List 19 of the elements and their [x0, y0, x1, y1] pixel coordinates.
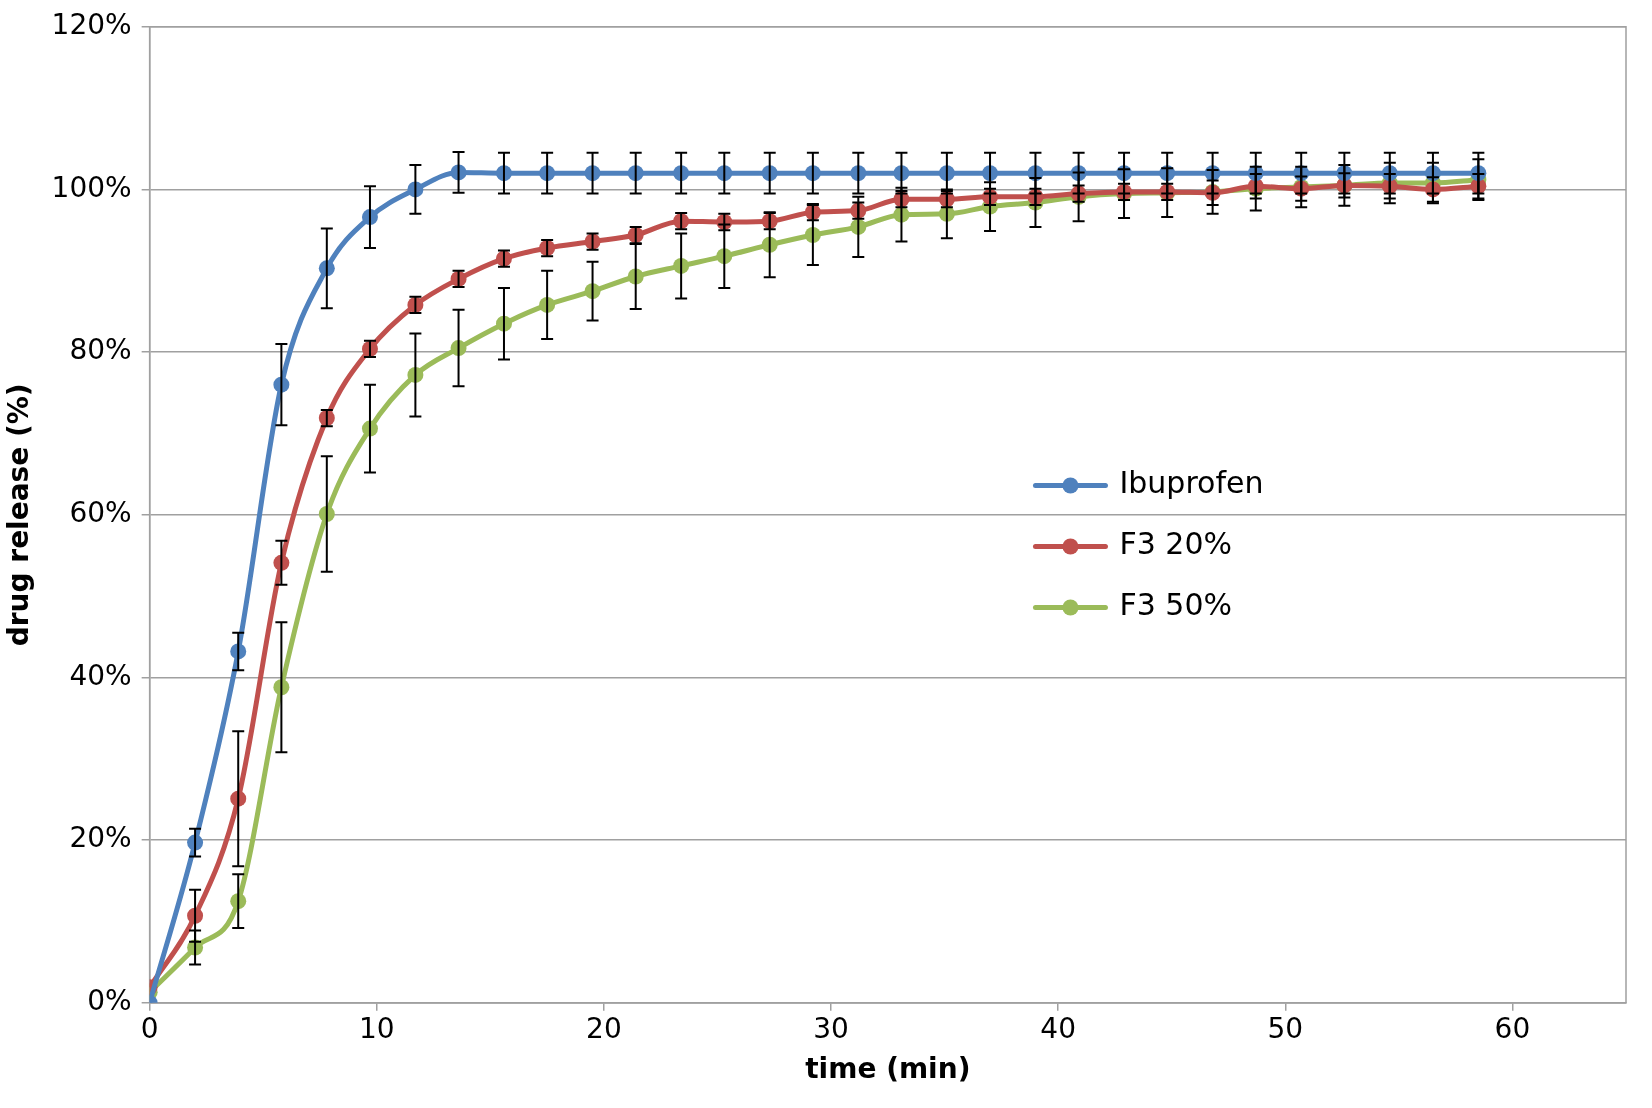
- x-tick-label: 60: [1494, 1011, 1531, 1045]
- x-tick-label: 50: [1267, 1011, 1304, 1045]
- y-tick-label: 60%: [69, 496, 132, 530]
- x-tick-label: 40: [1040, 1011, 1076, 1045]
- y-tick-label: 100%: [51, 170, 132, 204]
- legend-label: Ibuprofen: [1119, 465, 1264, 501]
- x-tick-label: 0: [140, 1011, 159, 1045]
- y-tick-label: 0%: [87, 984, 132, 1018]
- y-axis-title: drug release (%): [2, 383, 36, 647]
- y-tick-label: 120%: [51, 8, 132, 42]
- y-tick-label: 80%: [69, 333, 132, 367]
- x-tick-label: 10: [358, 1011, 395, 1045]
- y-tick-label: 20%: [69, 821, 132, 855]
- x-tick-label: 20: [586, 1011, 622, 1045]
- legend-label: F3 20%: [1119, 526, 1233, 562]
- x-tick-label: 30: [813, 1011, 849, 1045]
- y-tick-label: 40%: [69, 658, 132, 692]
- x-axis-title: time (min): [805, 1052, 971, 1086]
- legend-label: F3 50%: [1119, 587, 1233, 623]
